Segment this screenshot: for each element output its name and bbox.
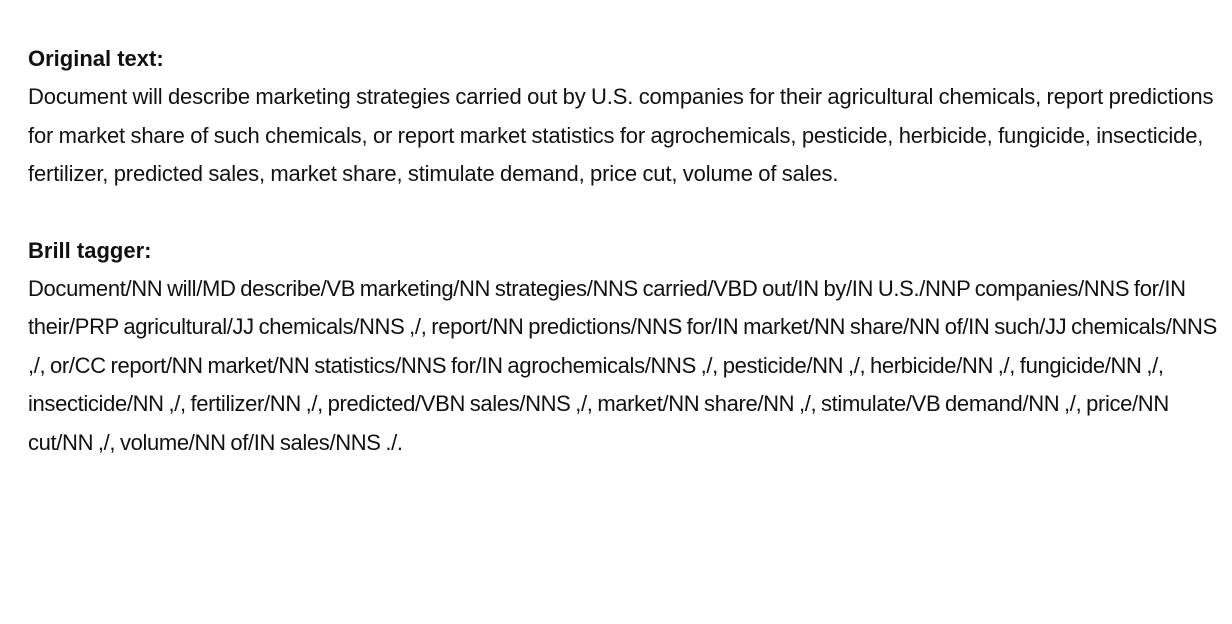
- brill-tagger-heading: Brill tagger:: [28, 237, 152, 263]
- document-body: Original text: Document will describe ma…: [28, 40, 1218, 462]
- brill-tagger-paragraph: Document/NN will/MD describe/VB marketin…: [28, 275, 1217, 455]
- original-text-section: Original text: Document will describe ma…: [28, 40, 1218, 194]
- original-text-paragraph: Document will describe marketing strateg…: [28, 84, 1214, 186]
- brill-tagger-section: Brill tagger: Document/NN will/MD descri…: [28, 232, 1218, 463]
- original-text-heading: Original text:: [28, 46, 164, 71]
